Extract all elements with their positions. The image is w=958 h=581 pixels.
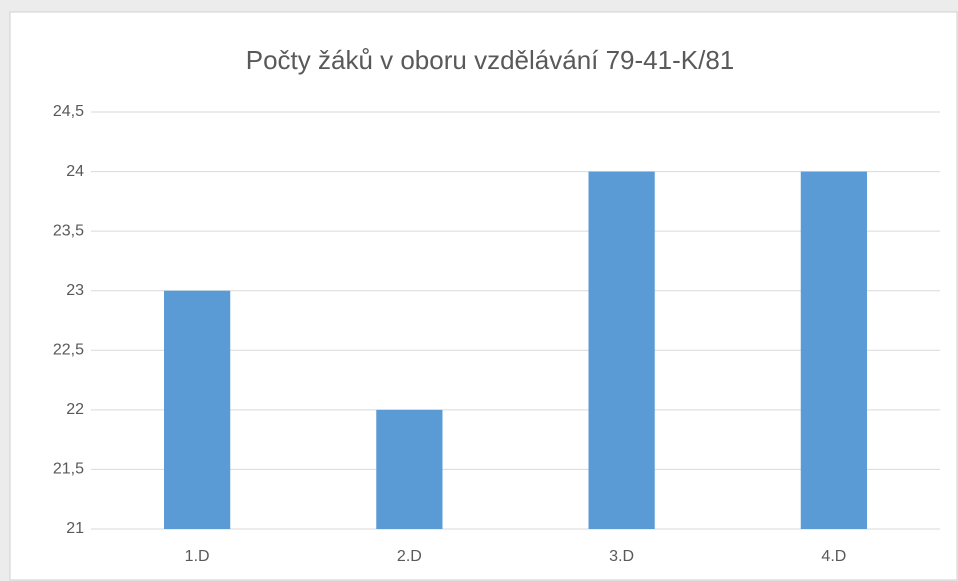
y-tick-label: 21 xyxy=(66,520,84,537)
x-tick-label: 4.D xyxy=(821,548,846,565)
y-tick-label: 23,5 xyxy=(53,222,84,239)
y-tick-label: 21,5 xyxy=(53,461,84,478)
bar xyxy=(588,171,655,530)
x-tick-label: 1.D xyxy=(185,548,210,565)
x-tick-label: 3.D xyxy=(609,548,634,565)
y-tick-label: 24 xyxy=(66,163,84,180)
bar xyxy=(164,290,231,529)
bar xyxy=(800,171,867,530)
bar xyxy=(376,409,443,529)
chart-title: Počty žáků v oboru vzdělávání 79-41-K/81 xyxy=(246,45,735,75)
y-tick-label: 23 xyxy=(66,282,84,299)
y-tick-label: 22 xyxy=(66,401,84,418)
x-tick-label: 2.D xyxy=(397,548,422,565)
y-tick-label: 22,5 xyxy=(53,342,84,359)
y-tick-label: 24,5 xyxy=(53,103,84,120)
